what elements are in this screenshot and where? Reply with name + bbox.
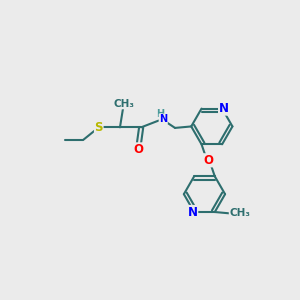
Text: H: H xyxy=(156,109,164,119)
Text: CH₃: CH₃ xyxy=(114,99,135,109)
Text: N: N xyxy=(219,102,229,115)
Text: O: O xyxy=(203,154,213,167)
Text: O: O xyxy=(134,143,144,156)
Text: N: N xyxy=(159,114,167,124)
Text: N: N xyxy=(188,206,198,218)
Text: CH₃: CH₃ xyxy=(229,208,250,218)
Text: S: S xyxy=(94,121,103,134)
